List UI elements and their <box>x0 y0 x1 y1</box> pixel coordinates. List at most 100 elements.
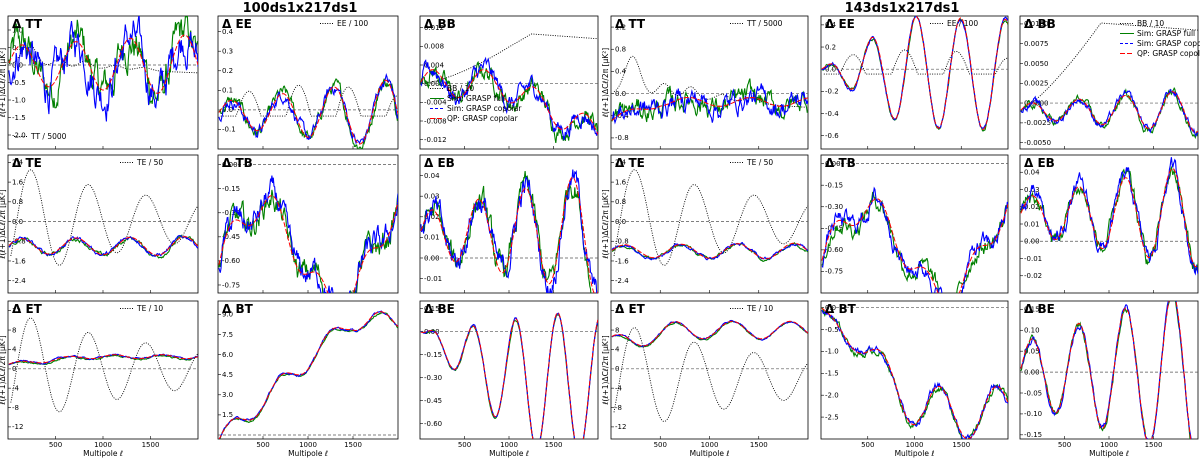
legend-label: EE / 100 <box>337 19 368 28</box>
y-tick-label: 0.4 <box>825 21 837 29</box>
y-tick-label: -0.004 <box>424 99 447 107</box>
legend-label: EE / 100 <box>947 19 978 28</box>
panel-left-5: -0.010.000.010.020.030.04Δ EB <box>419 154 599 294</box>
y-tick-label: 0.0050 <box>1024 60 1049 68</box>
y-tick-label: 0.01 <box>1024 220 1040 228</box>
x-axis-label: Multipole ℓ <box>1089 449 1129 458</box>
y-tick-label: -0.75 <box>222 281 240 289</box>
series-qp-grasp-copolar <box>1020 301 1192 439</box>
y-tick-label: 12 <box>615 307 624 315</box>
panel-left-4: -0.75-0.60-0.45-0.30-0.150.00Δ TB <box>217 154 399 294</box>
y-tick-label: 0.3 <box>222 48 233 56</box>
panel-title: Δ TT <box>615 17 646 31</box>
legend-label: TT / 5000 <box>30 132 67 141</box>
panel-title: Δ BE <box>1024 302 1055 316</box>
series-sim-grasp-copolar <box>420 169 598 293</box>
series-qp-grasp-copolar <box>821 198 1008 293</box>
y-tick-label: 1.6 <box>615 178 627 186</box>
x-tick-label: 1500 <box>952 441 970 449</box>
series-qp-grasp-copolar <box>821 307 1008 439</box>
x-tick-label: 500 <box>861 441 874 449</box>
y-tick-label: -1.5 <box>825 370 839 378</box>
legend-label: Sim: GRASP full <box>1137 29 1195 38</box>
series-qp-grasp-copolar <box>420 177 598 293</box>
series-sim-grasp-full <box>821 191 1008 293</box>
y-tick-label: -2.4 <box>12 277 26 285</box>
series-sim-grasp-copolar <box>420 56 598 141</box>
panel-frame <box>1019 15 1199 150</box>
reference-curve <box>613 169 808 266</box>
y-tick-label: -0.012 <box>424 136 447 144</box>
y-tick-label: -0.02 <box>1024 272 1042 280</box>
y-tick-label: -0.30 <box>424 374 442 382</box>
legend-label: TE / 50 <box>746 158 773 167</box>
y-tick-label: 0.0 <box>615 90 626 98</box>
y-tick-label: -0.45 <box>222 233 240 241</box>
y-tick-label: -0.008 <box>424 117 447 125</box>
panel-title: Δ TB <box>222 156 253 170</box>
x-tick-label: 500 <box>1058 441 1071 449</box>
panel-frame <box>610 154 809 294</box>
y-axis-label: ℓ(ℓ+1)ΔCℓ/2π [μK²] <box>0 335 7 405</box>
series-qp-grasp-copolar <box>420 69 598 135</box>
series-sim-grasp-full <box>1020 87 1198 140</box>
panel-frame <box>217 15 399 150</box>
series-qp-grasp-copolar <box>8 354 198 365</box>
y-tick-label: 2.4 <box>12 159 24 167</box>
y-tick-label: 0.03 <box>1024 186 1040 194</box>
x-tick-label: 1500 <box>545 441 563 449</box>
panel-frame <box>419 300 599 440</box>
reference-curve <box>1022 22 1198 110</box>
y-tick-label: -12 <box>615 423 626 431</box>
panel-title: Δ BB <box>424 17 456 31</box>
panel-frame <box>820 154 1009 294</box>
y-tick-label: -2.0 <box>12 131 26 139</box>
y-tick-label: 0.15 <box>424 305 440 313</box>
panel-frame <box>419 154 599 294</box>
y-tick-label: -1.0 <box>12 96 26 104</box>
panel-right-4: -0.75-0.60-0.45-0.30-0.150.00Δ TB <box>820 154 1009 294</box>
y-tick-label: 8 <box>615 326 619 334</box>
y-tick-label: -0.15 <box>825 181 843 189</box>
series-sim-grasp-full <box>420 60 598 143</box>
series-qp-grasp-copolar <box>821 16 1008 130</box>
y-tick-label: -8 <box>615 404 622 412</box>
series-sim-grasp-full <box>420 170 592 293</box>
legend-label: Sim: GRASP copolar <box>447 104 522 113</box>
panel-title: Δ EB <box>424 156 455 170</box>
legend-label: BB / 10 <box>1137 19 1164 28</box>
y-tick-label: -0.4 <box>615 112 629 120</box>
series-sim-grasp-copolar <box>821 186 1008 293</box>
y-tick-label: 0.0075 <box>1024 40 1049 48</box>
y-axis-label: ℓ(ℓ+1)ΔCℓ/2π [μK²] <box>601 335 610 405</box>
y-tick-label: -0.01 <box>424 275 442 283</box>
reference-curve <box>823 49 1008 75</box>
panel-right-5: -0.02-0.010.000.010.020.030.04Δ EB <box>1019 154 1199 294</box>
y-tick-label: -0.5 <box>825 326 839 334</box>
y-axis-label: ℓ(ℓ+1)ΔCℓ/2π [μK²] <box>601 48 610 118</box>
y-tick-label: -0.8 <box>615 238 629 246</box>
y-tick-label: -0.45 <box>424 397 442 405</box>
y-tick-label: -2.4 <box>615 277 629 285</box>
panel-frame <box>7 300 199 440</box>
group-title-left: 100ds1x217ds1 <box>243 1 358 16</box>
y-tick-label: -0.0050 <box>1024 139 1051 147</box>
x-tick-label: 1500 <box>1145 441 1163 449</box>
series-qp-grasp-copolar <box>1020 91 1198 133</box>
y-tick-label: -0.75 <box>825 268 843 276</box>
y-tick-label: -4 <box>12 384 20 392</box>
y-tick-label: -12 <box>12 423 23 431</box>
y-tick-label: 4 <box>615 346 620 354</box>
panel-title: Δ ET <box>615 302 646 316</box>
panel-title: Δ EE <box>825 17 855 31</box>
series-qp-grasp-copolar <box>218 311 398 439</box>
panel-title: Δ TB <box>825 156 856 170</box>
y-tick-label: -0.15 <box>222 185 240 193</box>
panel-title: Δ TT <box>12 17 43 31</box>
y-tick-label: -0.05 <box>1024 389 1042 397</box>
y-tick-label: 0.0 <box>222 106 233 114</box>
legend-label: BB / 10 <box>447 84 474 93</box>
x-axis-label: Multipole ℓ <box>83 449 123 458</box>
y-tick-label: 1.6 <box>12 178 24 186</box>
